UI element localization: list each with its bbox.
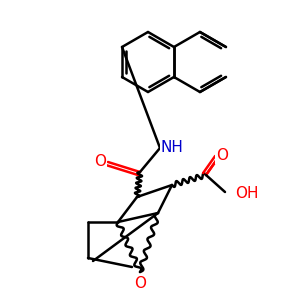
Text: OH: OH xyxy=(235,187,259,202)
Text: O: O xyxy=(94,154,106,169)
Text: O: O xyxy=(216,148,228,164)
Text: NH: NH xyxy=(160,140,183,155)
Text: O: O xyxy=(134,277,146,292)
